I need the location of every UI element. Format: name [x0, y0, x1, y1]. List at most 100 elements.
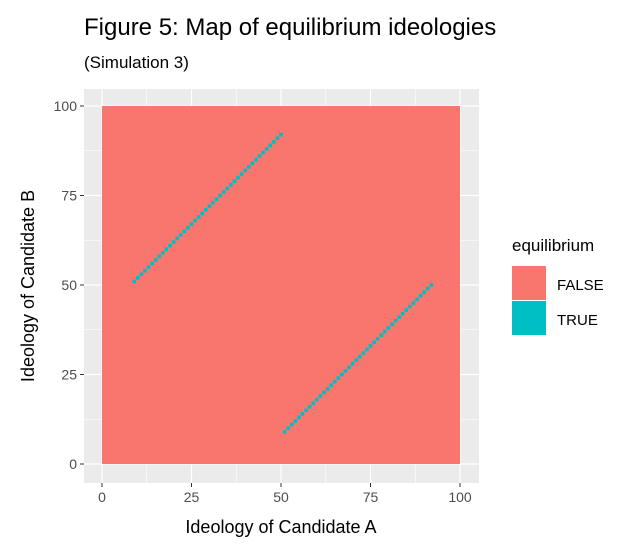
axis-ticks: 0 25 50 75 100 0 25 50 75 100	[54, 98, 472, 505]
true-cell	[297, 415, 301, 420]
true-cell	[161, 250, 165, 255]
true-cell	[200, 211, 205, 216]
true-cell	[397, 315, 401, 320]
true-cell	[325, 387, 330, 391]
x-tick-label: 50	[273, 489, 289, 505]
true-cell	[350, 361, 355, 366]
true-cell	[268, 143, 273, 148]
true-cell	[182, 229, 187, 234]
true-cell	[157, 254, 162, 259]
true-cell	[254, 157, 258, 162]
true-cell	[318, 394, 323, 398]
true-cell	[204, 208, 208, 212]
true-cell	[196, 215, 201, 219]
true-cell	[375, 336, 380, 341]
true-cell	[286, 426, 290, 430]
true-cell	[383, 329, 387, 334]
legend-key-true	[512, 301, 546, 335]
true-cell	[289, 422, 294, 427]
true-cell	[368, 344, 373, 348]
true-cell	[393, 319, 398, 323]
true-cell	[175, 236, 179, 241]
true-cell	[246, 165, 251, 169]
true-cell	[343, 369, 348, 373]
true-cell	[272, 140, 276, 144]
true-cell	[221, 190, 226, 194]
y-tick-label: 75	[61, 188, 77, 204]
true-cell	[422, 290, 426, 294]
true-cell	[332, 379, 337, 384]
true-cell	[304, 408, 308, 413]
true-cell	[408, 304, 412, 309]
true-cell	[329, 383, 333, 388]
true-cell	[171, 240, 176, 244]
true-cell	[250, 161, 255, 166]
true-cell	[429, 283, 434, 287]
true-cell	[139, 272, 144, 277]
true-cell	[275, 136, 280, 141]
true-cell	[239, 172, 244, 176]
true-cell	[390, 322, 394, 327]
true-cell	[132, 279, 137, 284]
x-tick-label: 0	[98, 489, 106, 505]
true-cell	[136, 276, 140, 280]
true-cell	[264, 147, 269, 151]
true-cell	[386, 326, 391, 330]
chart-subtitle: (Simulation 3)	[84, 53, 189, 72]
true-cell	[418, 293, 423, 298]
true-cell	[146, 265, 151, 269]
true-cell	[279, 132, 283, 137]
legend-label-true: TRUE	[557, 312, 598, 329]
true-cell	[361, 351, 366, 355]
true-cell	[322, 390, 326, 395]
true-cells	[132, 132, 434, 434]
true-cell	[300, 412, 305, 416]
true-cell	[365, 347, 369, 352]
y-tick-label: 25	[61, 367, 77, 383]
true-cell	[415, 297, 419, 302]
true-cell	[354, 358, 358, 362]
true-cell	[315, 397, 319, 402]
true-cell	[186, 225, 190, 230]
true-cell	[311, 401, 316, 405]
true-cell	[282, 429, 287, 434]
true-cell	[372, 340, 376, 345]
true-cell	[164, 247, 169, 251]
y-tick-label: 0	[69, 456, 77, 472]
true-cell	[425, 286, 430, 291]
true-cell	[243, 168, 247, 173]
x-axis-label: Ideology of Candidate A	[185, 517, 376, 537]
true-cell	[153, 258, 158, 262]
true-cell	[404, 308, 409, 312]
true-cell	[261, 150, 265, 155]
true-cell	[293, 419, 298, 423]
true-cell	[178, 233, 183, 237]
x-tick-label: 25	[184, 489, 200, 505]
true-cell	[218, 193, 222, 198]
x-tick-label: 100	[448, 489, 472, 505]
true-cell	[150, 261, 154, 266]
true-cell	[232, 179, 237, 183]
true-cell	[193, 218, 197, 223]
true-cell	[214, 197, 219, 201]
true-cell	[143, 268, 147, 273]
true-cell	[411, 301, 416, 305]
true-cell	[189, 222, 194, 226]
true-cell	[236, 175, 240, 180]
legend-label-false: FALSE	[557, 277, 604, 294]
chart-title: Figure 5: Map of equilibrium ideologies	[84, 14, 497, 41]
true-cell	[207, 204, 212, 209]
true-cell	[257, 154, 262, 158]
y-tick-label: 50	[61, 277, 77, 293]
x-tick-label: 75	[363, 489, 379, 505]
true-cell	[307, 404, 312, 409]
y-axis-label: Ideology of Candidate B	[18, 190, 38, 382]
true-cell	[340, 372, 344, 377]
legend-key-false	[512, 266, 546, 300]
true-cell	[379, 333, 384, 337]
y-tick-label: 100	[54, 98, 78, 114]
true-cell	[336, 376, 341, 380]
true-cell	[400, 311, 405, 316]
true-cell	[168, 243, 172, 248]
